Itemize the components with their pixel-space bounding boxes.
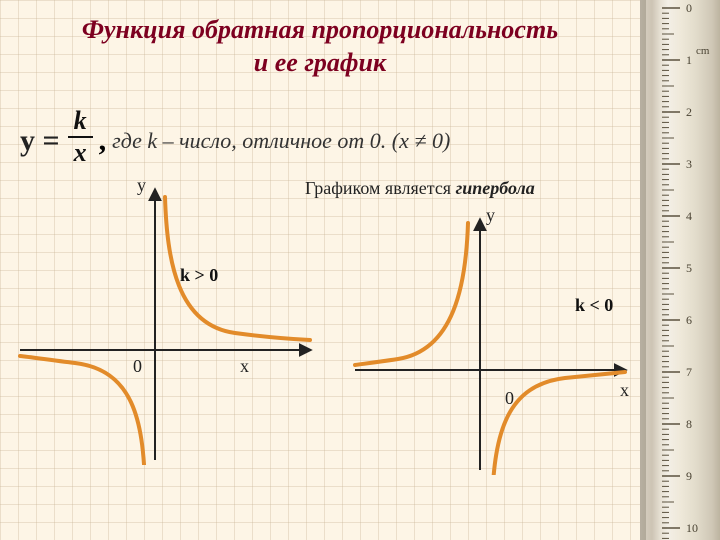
svg-text:0: 0 [686,1,692,15]
plot1-x-label: x [240,356,249,377]
formula-denominator: x [68,136,93,166]
plot2-origin-label: 0 [505,388,514,409]
graph-desc-prefix: Графиком является [305,178,456,198]
ruler-ticks: 0 1 2 3 4 5 6 7 8 9 10 cm [640,0,720,540]
plot1-k-label: k > 0 [180,265,218,286]
graph-desc-term: гипербола [456,178,535,198]
svg-text:3: 3 [686,157,692,171]
svg-text:7: 7 [686,365,692,379]
plot-k-positive [15,185,315,470]
svg-text:10: 10 [686,521,698,535]
content-area: Функция обратная пропорциональность и ее… [0,0,640,540]
formula-subtitle: где k – число, отличное от 0. (x ≠ 0) [112,128,450,154]
title-line2: и ее график [254,48,386,77]
svg-text:5: 5 [686,261,692,275]
svg-text:cm: cm [696,45,710,57]
page-root: Функция обратная пропорциональность и ее… [0,0,720,540]
title-line1: Функция обратная пропорциональность [82,15,558,44]
formula-numerator: k [68,108,93,136]
plot-k-negative [350,215,630,480]
svg-text:6: 6 [686,313,692,327]
svg-text:1: 1 [686,53,692,67]
svg-text:4: 4 [686,209,692,223]
plot1-origin-label: 0 [133,356,142,377]
formula-lhs: y = [20,124,60,158]
plot1-y-label: y [137,175,146,196]
plot2-y-label: y [486,205,495,226]
page-title: Функция обратная пропорциональность и ее… [0,14,640,79]
plot2-k-label: k < 0 [575,295,613,316]
formula-fraction: k x [68,108,93,166]
formula-row: y = k x , где k – число, отличное от 0. … [20,112,450,170]
ruler-sidebar: 0 1 2 3 4 5 6 7 8 9 10 cm [640,0,720,540]
svg-text:8: 8 [686,417,692,431]
plot2-x-label: x [620,380,629,401]
svg-text:2: 2 [686,105,692,119]
graph-description: Графиком является гипербола [305,178,535,199]
formula-comma: , [99,124,107,158]
svg-text:9: 9 [686,469,692,483]
